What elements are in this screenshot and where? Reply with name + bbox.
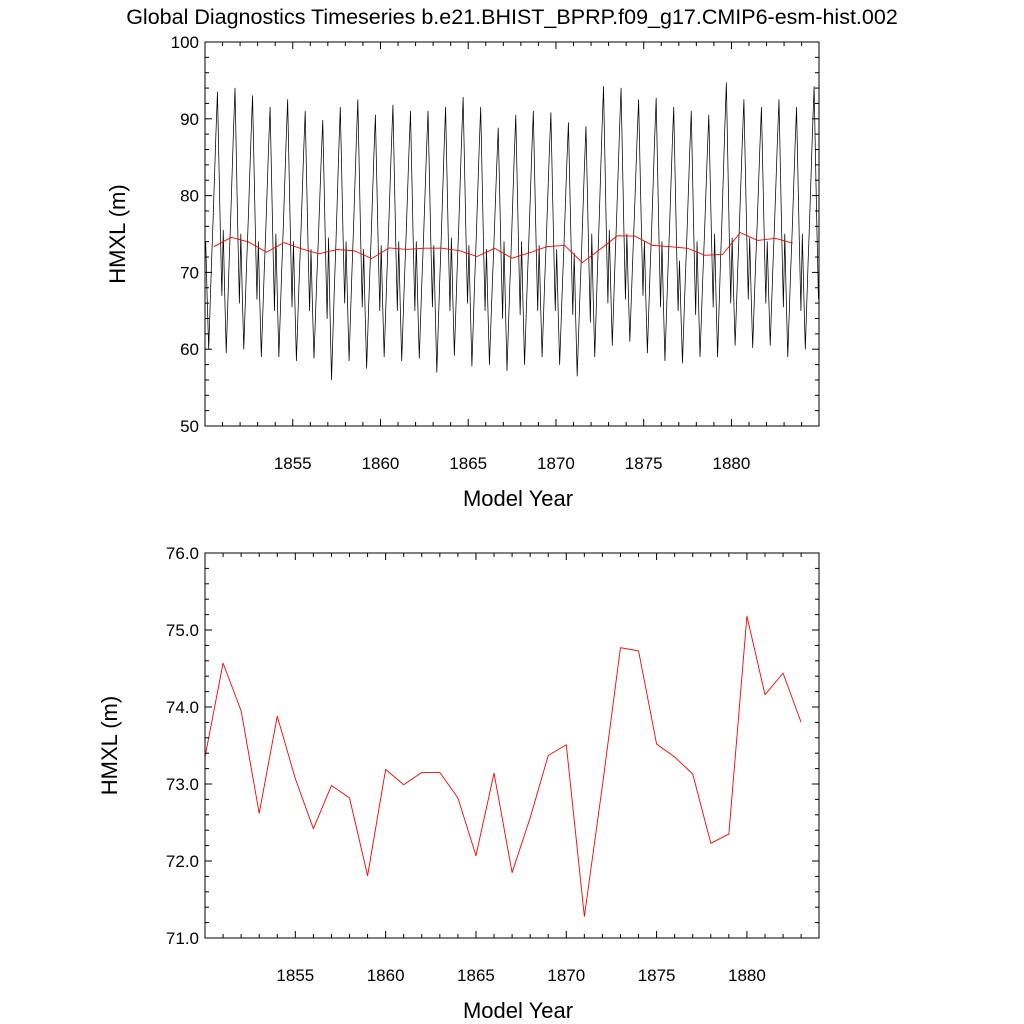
y-tick-label: 74.0 (166, 698, 199, 717)
y-tick-label: 80 (180, 187, 199, 206)
x-axis-label: Model Year (463, 998, 573, 1023)
x-tick-label: 1880 (713, 454, 751, 473)
plot-area (205, 82, 819, 381)
y-tick-label: 71.0 (166, 929, 199, 948)
y-axis-label: HMXL (m) (105, 184, 130, 283)
y-tick-label: 70 (180, 263, 199, 282)
x-axis-label: Model Year (463, 486, 573, 511)
tick-marks (204, 41, 819, 427)
bottom-annual-mean-panel: 1855 1860 1865 1870 1875 1880 71.0 72.0 73.0 74.0… (97, 544, 820, 1023)
y-tick-label: 73.0 (166, 775, 199, 794)
plot-frame (204, 41, 820, 427)
tick-marks (204, 552, 819, 939)
x-tick-label: 1860 (362, 454, 400, 473)
x-tick-label: 1855 (274, 454, 312, 473)
x-tick-label: 1875 (638, 966, 676, 985)
x-tick-label: 1870 (547, 966, 585, 985)
annual-mean-series-line (213, 232, 793, 264)
figure-title: Global Diagnostics Timeseries b.e21.BHIS… (126, 5, 898, 29)
x-tick-label: 1855 (276, 966, 314, 985)
annual-mean-series-line (205, 615, 802, 917)
y-tick-label: 100 (171, 33, 199, 52)
x-tick-label: 1875 (625, 454, 663, 473)
y-tick-label: 76.0 (166, 544, 199, 563)
top-timeseries-panel: 1855 1860 1865 1870 1875 1880 50 60 70 80 90 100 Mod… (105, 33, 820, 511)
y-axis-label: HMXL (m) (97, 696, 122, 795)
x-tick-label: 1865 (457, 966, 495, 985)
monthly-series-line (205, 82, 819, 381)
x-tick-label: 1870 (537, 454, 575, 473)
plot-area (205, 615, 802, 917)
y-tick-label: 75.0 (166, 621, 199, 640)
y-tick-label: 50 (180, 417, 199, 436)
y-tick-label: 72.0 (166, 852, 199, 871)
y-tick-label: 60 (180, 340, 199, 359)
x-tick-label: 1860 (367, 966, 405, 985)
x-tick-label: 1865 (449, 454, 487, 473)
x-tick-label: 1880 (728, 966, 766, 985)
y-tick-label: 90 (180, 110, 199, 129)
